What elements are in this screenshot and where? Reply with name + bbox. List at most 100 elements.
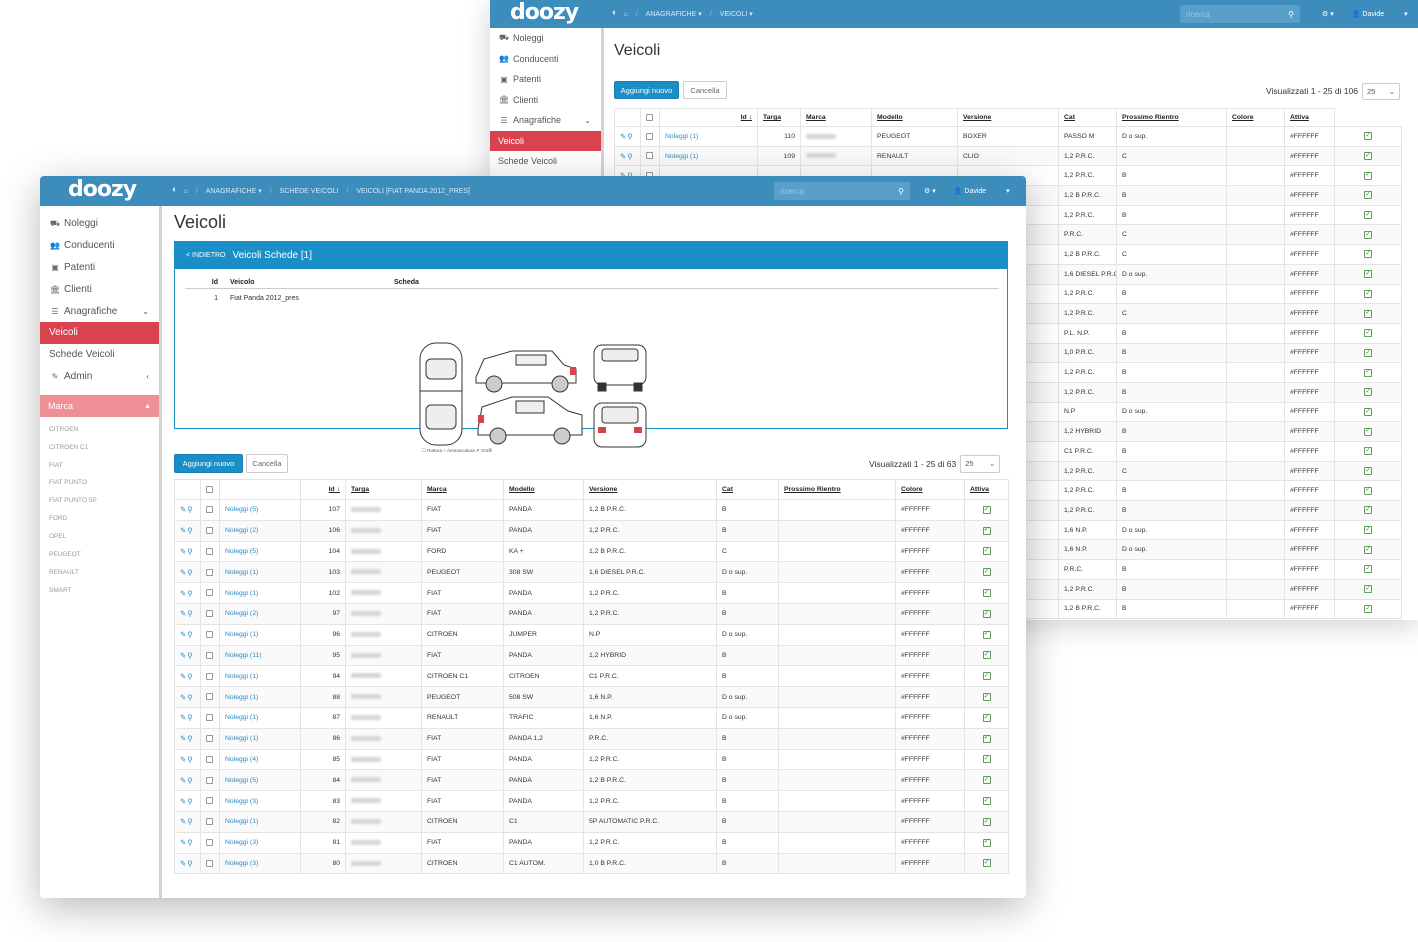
sidebar-item-schede-veicoli[interactable]: Schede Veicoli [40, 344, 159, 366]
active-check-icon[interactable]: ✓ [1364, 388, 1372, 397]
row-actions[interactable]: ✎⚲ [174, 499, 201, 521]
active-check-icon[interactable]: ✓ [982, 859, 991, 868]
sidebar-item-schede-veicoli[interactable]: Schede Veicoli [490, 151, 601, 172]
select-all-checkbox[interactable] [206, 485, 213, 493]
active-check-icon[interactable]: ✓ [982, 588, 991, 598]
column-header-cell[interactable]: Modello [503, 479, 584, 500]
sidebar-item-anagrafiche[interactable]: ☰ Anagrafiche ⌄ [490, 110, 601, 131]
active-check-icon[interactable]: ✓ [982, 630, 991, 639]
table-row[interactable]: ✎⚲ Noleggi (1) 88 PEUGEOT 508 SW 1,6 N.P. D o … [174, 686, 1009, 708]
search-icon[interactable]: ⚲ [187, 713, 194, 723]
row-checkbox[interactable] [206, 631, 213, 639]
breadcrumb-item[interactable]: VEICOLI [FIAT PANDA 2012_PRES] [356, 187, 470, 195]
row-checkbox-cell[interactable] [200, 769, 220, 792]
column-header[interactable]: Cat [1064, 114, 1075, 121]
sidebar-item-noleggi[interactable]: ⛟ Noleggi [490, 28, 601, 49]
edit-icon[interactable]: ✎ [180, 754, 188, 764]
table-row[interactable]: ✎⚲ Noleggi (11) 95 FIAT PANDA 1,2 HYBRID B #FFF… [174, 644, 1009, 667]
filter-item[interactable]: OPEL [49, 533, 67, 541]
active-check-icon[interactable]: ✓ [1364, 309, 1372, 318]
row-checkbox-cell[interactable] [200, 686, 220, 708]
table-row[interactable]: ✎⚲ Noleggi (1) 109 RENAULT CLIO 1,2 P.R.C. C #F… [614, 145, 1402, 167]
table-row[interactable]: ✎⚲ Noleggi (5) 104 FORD KA +1,2 B P.R.C. C #FF… [174, 540, 1009, 563]
column-header[interactable]: Attiva [1290, 114, 1309, 121]
column-header-cell[interactable]: Cat [716, 479, 779, 500]
active-check-icon[interactable]: ✓ [982, 755, 991, 764]
attiva-cell[interactable]: ✓ [964, 644, 1009, 667]
row-checkbox[interactable] [206, 776, 213, 784]
attiva-cell[interactable]: ✓ [1334, 539, 1402, 561]
attiva-cell[interactable]: ✓ [1334, 263, 1402, 285]
column-header-cell[interactable]: Modello [871, 108, 958, 127]
cancel-button[interactable]: Cancella [683, 81, 727, 99]
home-icon[interactable]: ⌂ [623, 10, 628, 18]
column-header-cell[interactable]: Colore [1226, 108, 1285, 127]
row-checkbox[interactable] [206, 651, 213, 659]
breadcrumb-item[interactable]: ANAGRAFICHE ▾ [205, 188, 262, 195]
column-header-cell[interactable]: Attiva [964, 479, 1009, 500]
row-actions[interactable]: ✎⚲ [174, 852, 201, 875]
attiva-cell[interactable]: ✓ [1334, 145, 1402, 167]
search-input[interactable]: ricerca ⚲ [1180, 5, 1300, 23]
active-check-icon[interactable]: ✓ [1364, 210, 1372, 220]
column-header-cell[interactable]: Id ↓ [659, 108, 758, 127]
chevron-left-icon[interactable]: ‹ [146, 371, 149, 381]
column-header[interactable]: Marca [806, 114, 826, 121]
column-header[interactable]: Prossimo Rientro [1122, 114, 1179, 121]
row-checkbox[interactable] [206, 859, 213, 867]
row-actions[interactable]: ✎⚲ [174, 810, 201, 833]
breadcrumb-item[interactable]: ANAGRAFICHE ▾ [645, 11, 702, 18]
active-check-icon[interactable]: ✓ [1364, 427, 1372, 436]
noleggi-link[interactable]: Noleggi (1) [225, 693, 259, 701]
chevron-down-icon[interactable]: ⌄ [142, 306, 149, 316]
active-check-icon[interactable]: ✓ [982, 547, 991, 556]
search-icon[interactable]: ⚲ [187, 775, 194, 785]
sidebar-item-veicoli[interactable]: Veicoli [40, 321, 159, 344]
row-checkbox-cell[interactable] [200, 519, 220, 542]
row-actions[interactable]: ✎⚲ [174, 602, 201, 625]
logo[interactable]: doozy [68, 177, 137, 202]
breadcrumb-item[interactable]: VEICOLI ▾ [719, 11, 753, 18]
search-input[interactable]: ricerca ⚲ [774, 182, 910, 200]
edit-icon[interactable]: ✎ [180, 526, 188, 536]
edit-icon[interactable]: ✎ [180, 796, 188, 806]
edit-icon[interactable]: ✎ [180, 609, 188, 619]
column-header-cell[interactable]: Versione [583, 479, 717, 500]
filter-item[interactable]: FIAT PUNTO 5P [49, 497, 97, 505]
table-row[interactable]: ✎⚲ Noleggi (1) 103 PEUGEOT 308 SW 1,6 DIESEL … [174, 561, 1009, 584]
attiva-cell[interactable]: ✓ [964, 810, 1009, 833]
active-check-icon[interactable]: ✓ [1364, 250, 1372, 259]
sidebar-item-patenti[interactable]: ▣ Patenti [490, 69, 601, 90]
active-check-icon[interactable]: ✓ [1364, 525, 1372, 535]
noleggi-link[interactable]: Noleggi (4) [225, 755, 259, 763]
noleggi-link[interactable]: Noleggi (3) [225, 797, 259, 805]
noleggi-link[interactable]: Noleggi (11) [225, 651, 262, 659]
row-checkbox-cell[interactable] [200, 540, 220, 563]
row-actions[interactable]: ✎⚲ [174, 540, 201, 563]
row-checkbox[interactable] [206, 506, 213, 514]
search-icon[interactable]: ⚲ [187, 526, 194, 536]
active-check-icon[interactable]: ✓ [982, 838, 991, 847]
row-checkbox-cell[interactable] [200, 623, 220, 646]
noleggi-link[interactable]: Noleggi (2) [225, 527, 259, 535]
column-header-cell[interactable]: Prossimo Rientro [778, 479, 896, 500]
row-checkbox[interactable] [206, 527, 213, 535]
noleggi-link[interactable]: Noleggi (5) [225, 776, 259, 784]
row-actions[interactable]: ✎⚲ [174, 519, 201, 542]
column-header[interactable]: Versione [589, 486, 618, 493]
row-checkbox[interactable] [206, 714, 213, 722]
add-new-button[interactable]: Aggiungi nuovo [174, 454, 243, 473]
noleggi-link[interactable]: Noleggi (5) [225, 506, 259, 514]
attiva-cell[interactable]: ✓ [1334, 224, 1402, 246]
active-check-icon[interactable]: ✓ [1364, 565, 1372, 574]
row-actions[interactable]: ✎⚲ [174, 790, 201, 812]
row-actions[interactable]: ✎⚲ [174, 706, 201, 729]
noleggi-cell[interactable]: Noleggi (1) [219, 561, 301, 584]
row-checkbox-cell[interactable] [200, 602, 220, 625]
sidebar-item-anagrafiche[interactable]: ☰ Anagrafiche ⌄ [40, 300, 159, 322]
table-row[interactable]: ✎⚲ Noleggi (5) 84 FIAT PANDA 1,2 B P.R.C. B #FF… [174, 769, 1009, 792]
edit-icon[interactable]: ✎ [180, 546, 188, 556]
attiva-cell[interactable]: ✓ [1334, 283, 1402, 305]
active-check-icon[interactable]: ✓ [982, 817, 991, 826]
